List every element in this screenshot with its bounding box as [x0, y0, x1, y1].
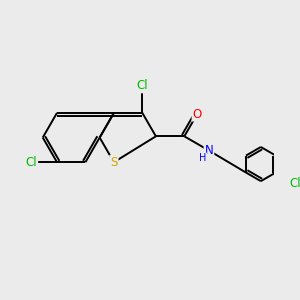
Text: N: N [205, 144, 213, 157]
Text: Cl: Cl [136, 80, 148, 92]
Text: O: O [193, 108, 202, 121]
Text: Cl: Cl [290, 178, 300, 190]
Text: S: S [110, 156, 118, 169]
Text: H: H [199, 153, 207, 163]
Text: Cl: Cl [26, 156, 37, 169]
